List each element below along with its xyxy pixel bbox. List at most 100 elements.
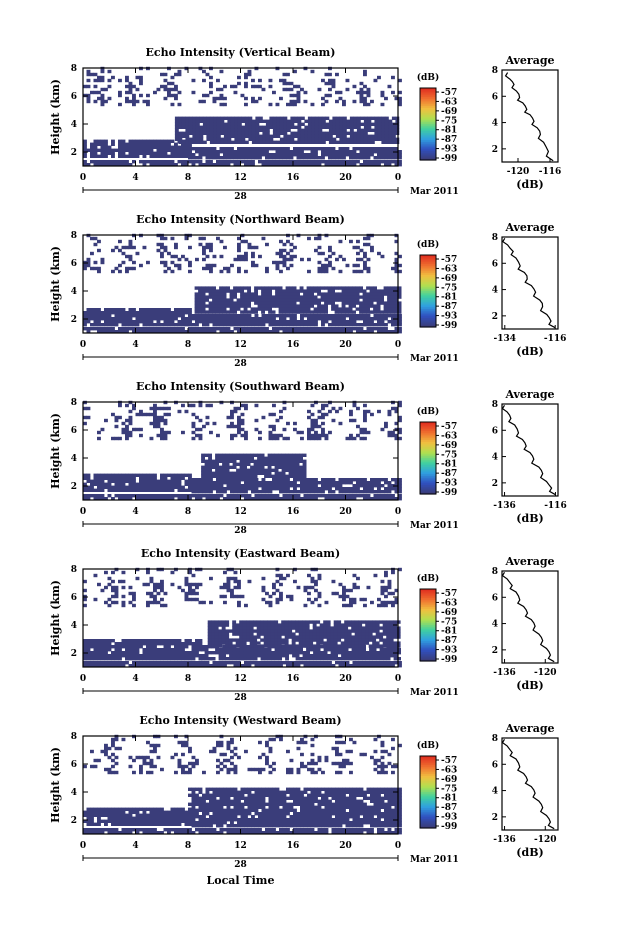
heatmap-cell (219, 478, 224, 482)
heatmap-cell (256, 632, 261, 636)
heatmap-cell (251, 317, 255, 321)
heatmap-cell (356, 664, 360, 668)
heatmap-cell (100, 163, 105, 167)
heatmap-cell (184, 664, 189, 668)
heatmap-cell (235, 638, 240, 642)
heatmap-cell (114, 311, 119, 315)
heatmap-cell (328, 263, 332, 268)
heatmap-cell (261, 317, 266, 321)
heatmap-cell (237, 415, 241, 420)
profile-title: Average (504, 54, 554, 67)
heatmap-cell (174, 245, 178, 250)
heatmap-cell (310, 481, 315, 485)
heatmap-cell (289, 295, 293, 299)
heatmap-cell (201, 301, 206, 305)
heatmap-cell (324, 412, 329, 417)
x-tick-label: 4 (132, 173, 138, 183)
heatmap-cell (135, 151, 140, 155)
heatmap-cell (366, 661, 371, 665)
heatmap-cell (398, 400, 402, 405)
heatmap-cell (338, 487, 343, 491)
heatmap-cell (314, 147, 318, 151)
heatmap-cell (128, 314, 133, 318)
heatmap-cell (205, 150, 210, 154)
heatmap-cell (321, 78, 325, 83)
heatmap-cell (184, 317, 189, 321)
heatmap-cell (198, 163, 203, 167)
heatmap-cell (285, 301, 290, 305)
heatmap-cell (201, 474, 205, 478)
heatmap-cell (296, 160, 301, 164)
heatmap-cell (282, 484, 287, 488)
heatmap-cell (324, 433, 329, 438)
x-tick-label: 0 (80, 340, 86, 350)
heatmap-cell (170, 148, 175, 152)
heatmap-cell (211, 465, 216, 469)
heatmap-cell (156, 311, 161, 315)
heatmap-cell (107, 648, 112, 652)
heatmap-cell (244, 251, 248, 256)
heatmap-cell (279, 239, 283, 244)
heatmap-cell (279, 481, 283, 485)
heatmap-cell (118, 102, 122, 107)
heatmap-cell (387, 301, 391, 305)
heatmap-cell (100, 327, 105, 331)
heatmap-cell (132, 651, 136, 655)
heatmap-cell (125, 254, 129, 259)
heatmap-cell (202, 266, 206, 271)
heatmap-cell (232, 453, 237, 457)
heatmap-cell (211, 644, 216, 648)
y-tick-label: 4 (71, 454, 77, 464)
heatmap-cell (331, 81, 336, 86)
heatmap-cell (241, 137, 246, 141)
panel-title: Echo Intensity (Southward Beam) (136, 380, 345, 393)
heatmap-cell (142, 154, 147, 158)
heatmap-cell (146, 320, 150, 324)
heatmap-cell (243, 474, 247, 478)
heatmap-cell (255, 125, 260, 129)
heatmap-cell (107, 84, 112, 89)
heatmap-cell (317, 301, 321, 305)
heatmap-cell (237, 269, 241, 274)
heatmap-cell (234, 131, 239, 135)
heatmap-cell (100, 260, 105, 265)
heatmap-cell (125, 424, 129, 429)
heatmap-cell (386, 657, 391, 661)
heatmap-cell (114, 485, 119, 489)
heatmap-cell (111, 75, 115, 80)
heatmap-cell (398, 430, 402, 435)
heatmap-cell (289, 664, 294, 668)
heatmap-cell (363, 409, 367, 414)
heatmap-cell (247, 160, 252, 164)
heatmap-cell (302, 474, 307, 478)
heatmap-cell (212, 314, 217, 318)
heatmap-cell (239, 462, 244, 466)
heatmap-cell (286, 87, 290, 92)
heatmap-cell (240, 323, 245, 327)
heatmap-cell (394, 421, 399, 426)
heatmap-cell (286, 436, 290, 441)
heatmap-cell (246, 456, 251, 460)
heatmap-cell (380, 330, 385, 334)
x-tick-label: 8 (185, 507, 191, 517)
heatmap-cell (314, 487, 318, 491)
heatmap-cell (202, 140, 207, 144)
heatmap-cell (351, 641, 356, 645)
heatmap-cell (194, 298, 199, 302)
heatmap-cell (257, 462, 261, 466)
heatmap-cell (317, 494, 322, 498)
heatmap-cell (339, 125, 344, 129)
heatmap-cell (198, 418, 203, 423)
heatmap-cell (233, 497, 238, 501)
heatmap-cell (398, 330, 402, 334)
heatmap-cell (93, 311, 98, 315)
heatmap-cell (132, 154, 136, 158)
heatmap-cell (181, 485, 185, 489)
heatmap-cell (303, 327, 308, 331)
colorbar-segment (420, 312, 436, 315)
heatmap-cell (298, 641, 303, 645)
heatmap-cell (90, 151, 94, 155)
heatmap-cell (328, 153, 332, 157)
heatmap-cell (188, 147, 192, 151)
colorbar-segment (420, 323, 436, 326)
